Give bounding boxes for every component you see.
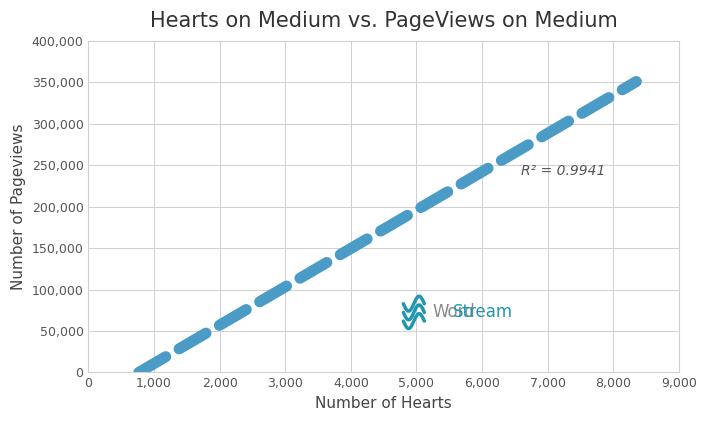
X-axis label: Number of Hearts: Number of Hearts bbox=[315, 396, 452, 411]
Text: Word: Word bbox=[432, 303, 475, 321]
Text: Stream: Stream bbox=[452, 303, 513, 321]
Text: R² = 0.9941: R² = 0.9941 bbox=[522, 164, 606, 178]
Title: Hearts on Medium vs. PageViews on Medium: Hearts on Medium vs. PageViews on Medium bbox=[150, 11, 617, 31]
Y-axis label: Number of Pageviews: Number of Pageviews bbox=[11, 124, 26, 290]
